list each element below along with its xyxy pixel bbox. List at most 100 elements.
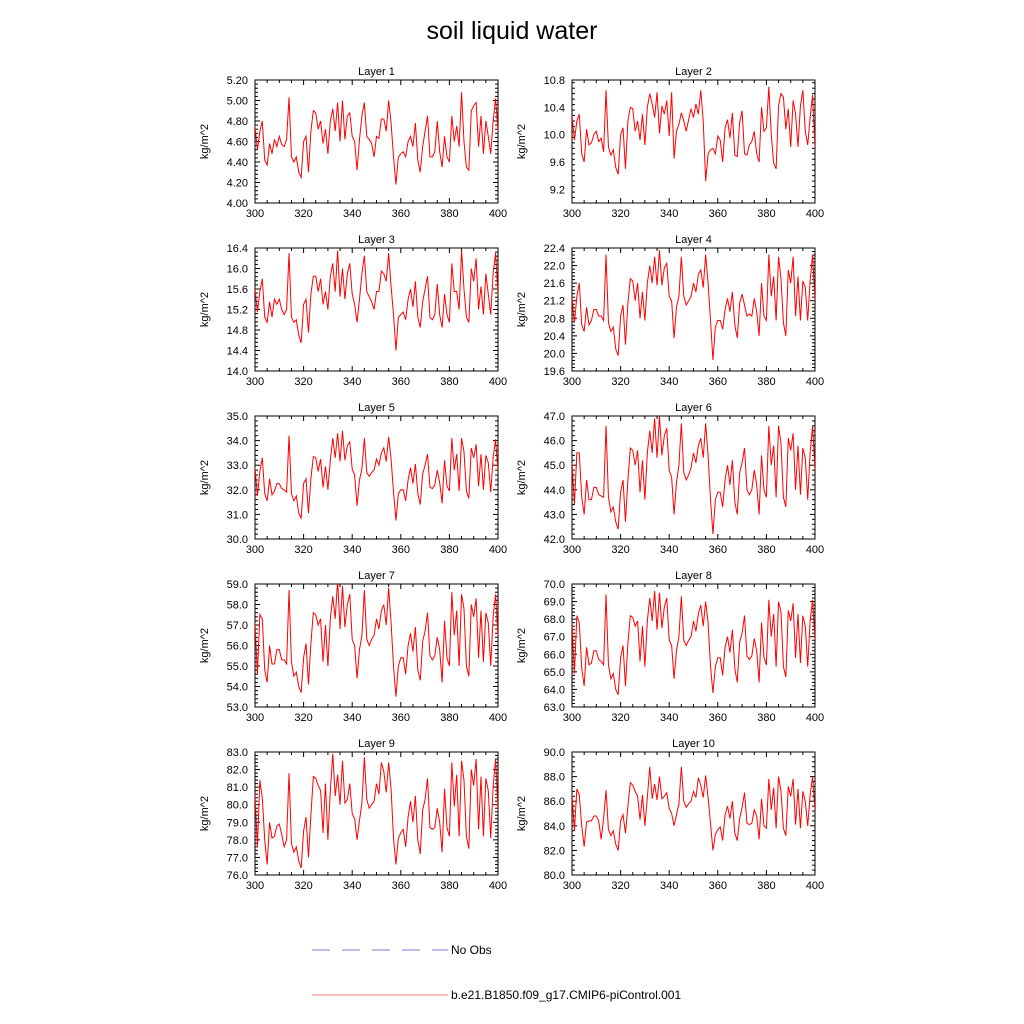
x-tick-label: 360: [709, 712, 727, 724]
x-tick-label: 300: [246, 208, 264, 220]
series-line: [572, 766, 815, 851]
y-tick-label: 30.0: [227, 534, 248, 546]
x-tick-label: 340: [660, 712, 678, 724]
panel-title: Layer 2: [675, 66, 712, 78]
y-tick-label: 4.80: [227, 116, 248, 128]
panel-title: Layer 6: [675, 402, 712, 414]
y-tick-label: 14.0: [227, 366, 248, 378]
panel-layer-6: Layer 6 kg/m^2 300 320 340 360 380 400 42.0 43.0 4…: [516, 402, 824, 556]
x-tick-label: 300: [246, 880, 264, 892]
plot-frame: [254, 415, 499, 540]
y-tick-label: 79.0: [227, 817, 248, 829]
y-tick-label: 58.0: [227, 600, 248, 612]
y-tick-label: 35.0: [227, 411, 248, 423]
y-tick-label: 4.00: [227, 198, 248, 210]
panel-layer-8: Layer 8 kg/m^2 300 320 340 360 380 400 63.0 64.0 6…: [516, 570, 824, 724]
x-tick-label: 400: [489, 712, 507, 724]
panel-title: Layer 7: [358, 570, 395, 582]
y-tick-label: 44.0: [544, 485, 565, 497]
x-tick-label: 400: [489, 376, 507, 388]
y-tick-label: 20.8: [544, 313, 565, 325]
y-tick-label: 5.20: [227, 75, 248, 87]
y-tick-label: 21.2: [544, 296, 565, 308]
panel-title: Layer 1: [358, 66, 395, 78]
x-tick-label: 340: [343, 712, 361, 724]
y-tick-label: 66.0: [544, 649, 565, 661]
panel-layer-7: Layer 7 kg/m^2 300 320 340 360 380 400 53.0 54.0 5…: [199, 570, 507, 724]
y-tick-label: 21.6: [544, 278, 565, 290]
y-tick-label: 65.0: [544, 667, 565, 679]
y-tick-label: 5.00: [227, 96, 248, 108]
y-tick-label: 33.0: [227, 460, 248, 472]
x-tick-label: 360: [392, 208, 410, 220]
x-tick-label: 360: [392, 376, 410, 388]
y-tick-label: 67.0: [544, 632, 565, 644]
panel-layer-4: Layer 4 kg/m^2 300 320 340 360 380 400 19.6 20.0 2…: [516, 234, 824, 388]
legend-label-model: b.e21.B1850.f09_g17.CMIP6-piControl.001: [451, 988, 681, 1002]
y-tick-label: 63.0: [544, 702, 565, 714]
y-tick-label: 56.0: [227, 641, 248, 653]
y-tick-label: 43.0: [544, 509, 565, 521]
x-tick-label: 320: [294, 544, 312, 556]
y-tick-label: 46.0: [544, 436, 565, 448]
x-tick-label: 360: [709, 376, 727, 388]
panel-title: Layer 9: [358, 738, 395, 750]
y-tick-label: 9.2: [550, 184, 565, 196]
x-tick-label: 400: [489, 880, 507, 892]
x-tick-label: 300: [563, 880, 581, 892]
series-line: [255, 753, 498, 869]
x-tick-label: 380: [757, 880, 775, 892]
plot-frame: [571, 751, 816, 876]
y-tick-label: 45.0: [544, 460, 565, 472]
y-tick-label: 82.0: [544, 845, 565, 857]
x-tick-label: 400: [806, 544, 824, 556]
y-tick-label: 31.0: [227, 509, 248, 521]
legend: No Obs b.e21.B1850.f09_g17.CMIP6-piContr…: [312, 943, 681, 1002]
series-line: [255, 430, 498, 521]
x-tick-label: 380: [440, 712, 458, 724]
series-line: [572, 416, 815, 535]
y-tick-label: 9.6: [550, 157, 565, 169]
y-tick-label: 76.0: [227, 870, 248, 882]
x-tick-label: 320: [611, 544, 629, 556]
series-line: [572, 250, 815, 361]
y-tick-label: 22.4: [544, 243, 565, 255]
series-line: [255, 92, 498, 185]
panel-layer-5: Layer 5 kg/m^2 300 320 340 360 380 400 30.0 31.0 3…: [199, 402, 507, 556]
y-tick-label: 10.4: [544, 102, 565, 114]
x-tick-label: 360: [392, 544, 410, 556]
x-tick-label: 300: [563, 712, 581, 724]
x-tick-label: 340: [660, 880, 678, 892]
y-tick-label: 10.0: [544, 130, 565, 142]
x-tick-label: 340: [660, 544, 678, 556]
y-axis-title: kg/m^2: [199, 124, 211, 159]
x-tick-label: 340: [343, 544, 361, 556]
x-tick-label: 300: [563, 208, 581, 220]
x-tick-label: 340: [343, 880, 361, 892]
y-tick-label: 59.0: [227, 579, 248, 591]
y-tick-label: 20.4: [544, 331, 565, 343]
y-axis-title: kg/m^2: [516, 460, 528, 495]
x-tick-label: 300: [246, 544, 264, 556]
x-tick-label: 340: [660, 376, 678, 388]
y-tick-label: 69.0: [544, 597, 565, 609]
y-tick-label: 55.0: [227, 661, 248, 673]
x-tick-label: 300: [563, 376, 581, 388]
x-tick-label: 400: [806, 712, 824, 724]
y-tick-label: 80.0: [227, 800, 248, 812]
panel-layer-1: Layer 1 kg/m^2 300 320 340 360 380 400 4.00 4.20 4…: [199, 66, 507, 220]
x-tick-label: 300: [246, 376, 264, 388]
y-tick-label: 4.60: [227, 137, 248, 149]
x-tick-label: 360: [709, 544, 727, 556]
series-line: [255, 250, 498, 351]
y-tick-label: 90.0: [544, 747, 565, 759]
y-tick-label: 10.8: [544, 75, 565, 87]
x-tick-label: 340: [343, 376, 361, 388]
y-tick-label: 34.0: [227, 436, 248, 448]
panels: Layer 1 kg/m^2 300 320 340 360 380 400 4.00 4.20 4…: [199, 66, 824, 892]
y-axis-title: kg/m^2: [199, 292, 211, 327]
x-tick-label: 380: [757, 208, 775, 220]
x-tick-label: 320: [611, 880, 629, 892]
panel-title: Layer 4: [675, 234, 712, 246]
y-tick-label: 84.0: [544, 821, 565, 833]
